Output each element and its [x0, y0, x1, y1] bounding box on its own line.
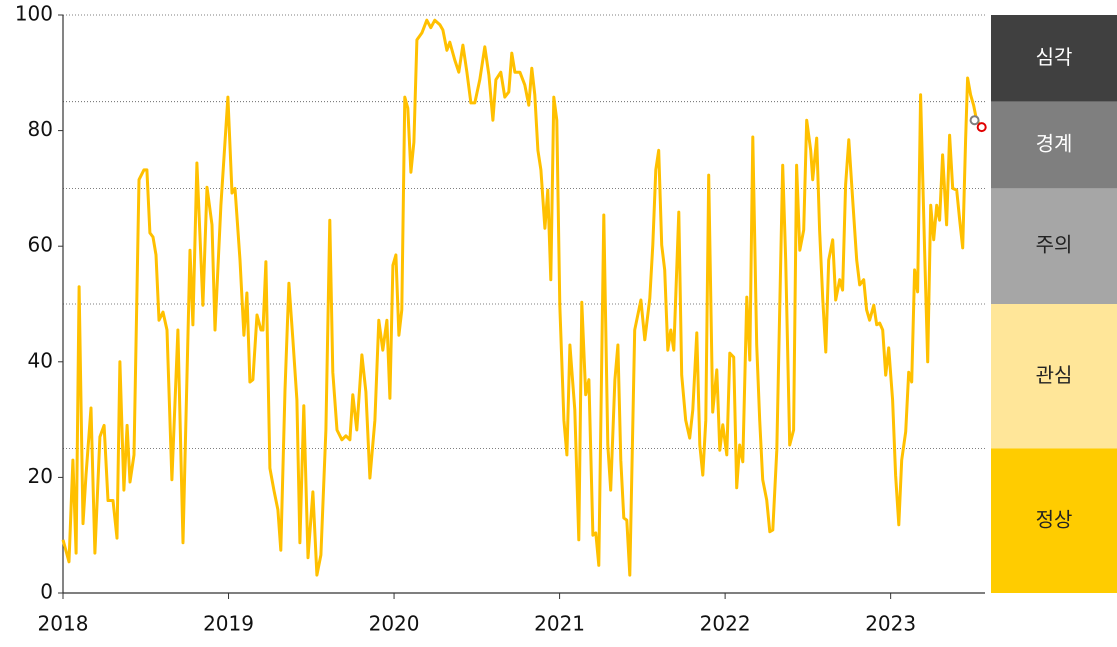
y-tick-label: 40	[28, 348, 53, 372]
y-tick-label: 60	[28, 233, 53, 257]
x-tick-label: 2019	[203, 612, 254, 636]
y-tick-label: 20	[28, 464, 53, 488]
zone-label: 심각	[1036, 45, 1073, 69]
zone	[991, 448, 1117, 593]
zone-label: 주의	[1036, 233, 1073, 257]
x-tick-label: 2022	[700, 612, 751, 636]
x-tick-label: 2023	[865, 612, 916, 636]
zone-label: 관심	[1036, 363, 1073, 387]
zone	[991, 188, 1117, 304]
zone	[991, 304, 1117, 449]
x-tick-label: 2021	[534, 612, 585, 636]
zone	[991, 15, 1117, 102]
data-line	[61, 18, 983, 577]
y-tick-label: 0	[40, 580, 53, 604]
x-tick-label: 2020	[369, 612, 420, 636]
highlight-point	[976, 122, 987, 133]
y-tick-label: 100	[15, 2, 53, 26]
zone	[991, 101, 1117, 189]
zone-label: 경계	[1036, 132, 1073, 156]
highlight-point	[969, 115, 980, 126]
x-tick-label: 2018	[38, 612, 89, 636]
y-tick-label: 80	[28, 117, 53, 141]
zone-label: 정상	[1036, 507, 1073, 531]
